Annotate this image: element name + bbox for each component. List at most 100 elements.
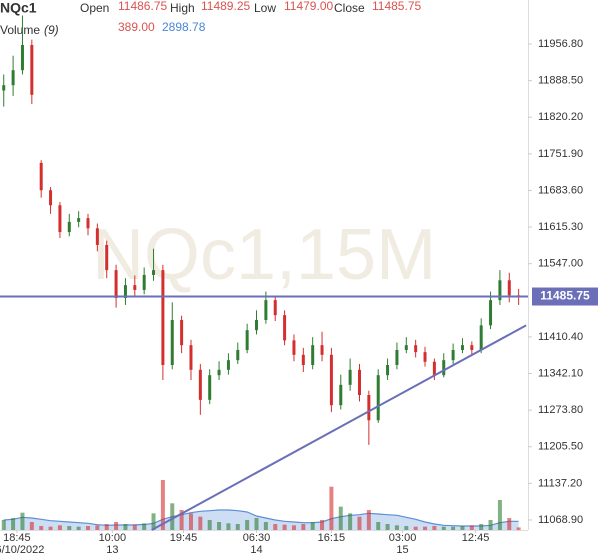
candle-body (123, 285, 127, 298)
volume-bar (291, 525, 296, 530)
volume-ma-area (3, 510, 519, 530)
volume-bar (460, 526, 465, 530)
volume-bar (507, 518, 512, 530)
y-tick-label: 11547.00 (538, 258, 583, 270)
volume-bar (376, 522, 381, 530)
volume-bar (385, 524, 390, 530)
date-label: 15 (396, 544, 408, 556)
volume-bar (357, 516, 362, 530)
date-label: 14 (250, 544, 262, 556)
date-label: 13 (106, 544, 118, 556)
volume-bar (86, 526, 90, 530)
candle-body (86, 218, 90, 229)
volume-bar (235, 524, 240, 530)
candle-body (226, 360, 230, 370)
candle-body (67, 221, 71, 233)
volume-bar (76, 526, 81, 530)
volume-bar (394, 525, 399, 530)
price-label: 11485.75 (540, 289, 590, 303)
candle-body (460, 345, 464, 350)
volume-bar (497, 500, 502, 530)
volume-bar (310, 522, 315, 530)
volume-bar (413, 526, 418, 530)
candle-body (423, 352, 427, 362)
candle-body (189, 345, 193, 370)
volume-bar (123, 524, 128, 530)
volume-bar (273, 524, 278, 530)
volume-bar (254, 518, 259, 530)
candle-body (114, 270, 118, 298)
volume-bar (226, 523, 231, 530)
trend-line (151, 324, 527, 531)
candle-body (357, 369, 361, 396)
x-tick-label: 16:15 (318, 532, 346, 544)
volume-bar (263, 522, 268, 530)
volume-bar (151, 513, 156, 530)
candle-body (367, 395, 371, 421)
volume-bar (48, 526, 53, 530)
y-tick-label: 11683.60 (538, 184, 583, 196)
volume-bar (20, 512, 25, 530)
candle-body (498, 280, 502, 301)
volume-bar (479, 524, 484, 530)
candle-body (170, 319, 174, 366)
x-tick-label: 06:30 (243, 532, 271, 544)
volume-bar (301, 524, 306, 530)
volume-bar (338, 506, 343, 530)
candle-body (292, 340, 296, 355)
candle-body (320, 345, 324, 355)
candle-body (339, 384, 343, 406)
candle-body (133, 285, 137, 290)
volume-bar (441, 526, 446, 530)
candle-body (255, 319, 259, 331)
symbol: NQc1 (0, 0, 37, 16)
candle-body (414, 345, 418, 353)
volume-label: Volume (0, 23, 40, 37)
volume-bar (217, 522, 222, 530)
volume-bar (348, 513, 353, 530)
volume-bar (404, 526, 409, 530)
volume-bar (329, 486, 334, 530)
y-tick-label: 11888.50 (538, 75, 583, 87)
volume-ma-value: 2898.78 (162, 20, 206, 34)
y-tick-label: 11273.80 (538, 404, 583, 416)
low-value: 11479.00 (284, 0, 333, 13)
candle-body (217, 369, 221, 376)
candle-body (442, 360, 446, 376)
x-tick-label: 03:00 (389, 532, 417, 544)
y-tick-label: 11820.20 (538, 111, 583, 123)
volume-value: 389.00 (118, 20, 155, 34)
watermark: NQc1,15M (92, 215, 436, 295)
candle-body (30, 44, 34, 95)
candle-body (386, 365, 390, 376)
candle-body (2, 85, 6, 91)
volume-bar (282, 524, 287, 530)
volume-bar (423, 526, 428, 530)
candle-body (489, 300, 493, 326)
candle-body (311, 345, 315, 366)
volume-bar (179, 510, 184, 530)
candle-body (198, 369, 202, 400)
candle-body (507, 280, 511, 296)
close-label: Close (334, 1, 365, 15)
volume-bar (469, 525, 474, 530)
y-tick-label: 11751.90 (538, 148, 583, 160)
candle-body (479, 325, 483, 350)
volume-bar (488, 520, 493, 530)
volume-bar (39, 526, 44, 530)
volume-bar (132, 524, 137, 530)
high-label: High (170, 1, 195, 15)
x-tick-label: 19:45 (170, 532, 198, 544)
y-tick-label: 11410.40 (538, 331, 583, 343)
date-label: 06/10/2022 (0, 544, 44, 556)
candle-body (264, 300, 268, 320)
volume-bar (29, 522, 34, 530)
candle-body (180, 319, 184, 346)
volume-bar (11, 518, 16, 530)
volume-bar (114, 522, 119, 530)
volume-bar (516, 527, 521, 530)
open-value: 11486.75 (118, 0, 167, 13)
volume-bar (104, 524, 109, 530)
volume-bar (245, 520, 250, 530)
